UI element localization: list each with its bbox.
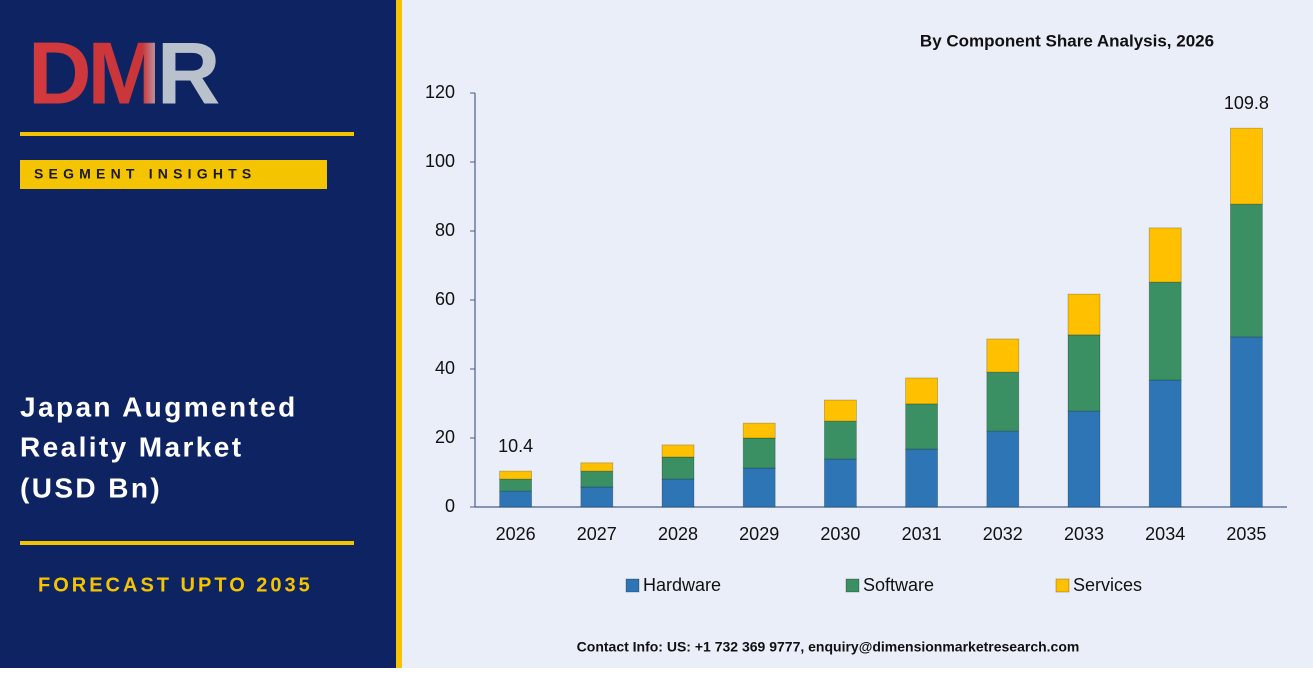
y-tick-label: 80	[435, 220, 455, 240]
y-tick-label: 40	[435, 358, 455, 378]
bar-segment	[742, 422, 776, 439]
bar-segment	[661, 456, 695, 480]
bar-segment	[1230, 336, 1263, 508]
y-tick-label: 60	[435, 289, 455, 309]
side-panel	[0, 0, 396, 668]
bar-segment	[1148, 379, 1182, 508]
bar-segment	[986, 430, 1020, 508]
y-tick-label: 100	[425, 151, 455, 171]
bar-segment	[661, 478, 695, 508]
bar-segment	[580, 462, 614, 472]
footer: Contact Info: US: +1 732 369 9777, enqui…	[577, 639, 1080, 655]
value-label: 10.4	[498, 436, 533, 456]
rule	[20, 541, 354, 545]
bar-segment	[1230, 127, 1263, 205]
bar-segment	[580, 470, 614, 488]
y-tick-label: 120	[425, 82, 455, 102]
bar-segment	[1148, 227, 1182, 283]
legend-label: Hardware	[643, 575, 721, 595]
x-tick-label: 2031	[902, 524, 942, 544]
chart-title: By Component Share Analysis, 2026	[920, 31, 1214, 50]
y-tick-label: 0	[445, 496, 455, 516]
x-tick-label: 2026	[496, 524, 536, 544]
legend-label: Services	[1073, 575, 1142, 595]
y-tick-label: 20	[435, 427, 455, 447]
bar-segment	[1067, 293, 1101, 336]
report-title: (USD Bn)	[20, 472, 162, 503]
legend-marker	[625, 578, 640, 593]
bar-segment	[905, 377, 938, 405]
x-tick-label: 2030	[820, 524, 860, 544]
bar-segment	[905, 403, 938, 450]
bar-segment	[986, 338, 1020, 373]
bar-segment	[1230, 203, 1263, 338]
x-tick-label: 2034	[1145, 524, 1185, 544]
badge: SEGMENT INSIGHTS	[34, 166, 256, 182]
report-title: Japan Augmented	[20, 391, 298, 422]
bar-segment	[824, 420, 857, 460]
rule	[20, 132, 354, 136]
legend-marker	[1055, 578, 1070, 593]
x-tick-label: 2035	[1226, 524, 1266, 544]
bar-segment	[499, 490, 533, 508]
bar-segment	[905, 448, 938, 508]
report-title: Reality Market	[20, 431, 243, 462]
badge-box	[20, 160, 327, 189]
bar-segment	[742, 437, 776, 469]
bar-segment	[499, 478, 533, 492]
bar-segment	[1067, 410, 1101, 508]
value-label: 109.8	[1224, 93, 1269, 113]
x-tick-label: 2027	[577, 524, 617, 544]
bar-segment	[742, 467, 776, 508]
bar-segment	[1148, 281, 1182, 381]
logo: DMR	[28, 23, 219, 122]
x-tick-label: 2029	[739, 524, 779, 544]
divider	[396, 0, 402, 668]
x-tick-label: 2028	[658, 524, 698, 544]
forecast: FORECAST UPTO 2035	[38, 574, 313, 596]
bar-segment	[1067, 334, 1101, 412]
legend-label: Software	[863, 575, 934, 595]
bar-segment	[986, 371, 1020, 432]
bar-segment	[824, 399, 857, 422]
bar-segment	[661, 444, 695, 458]
x-tick-label: 2032	[983, 524, 1023, 544]
x-tick-label: 2033	[1064, 524, 1104, 544]
bar-segment	[580, 486, 614, 508]
legend-marker	[845, 578, 860, 593]
bar-segment	[499, 470, 533, 480]
bar-segment	[824, 458, 857, 508]
